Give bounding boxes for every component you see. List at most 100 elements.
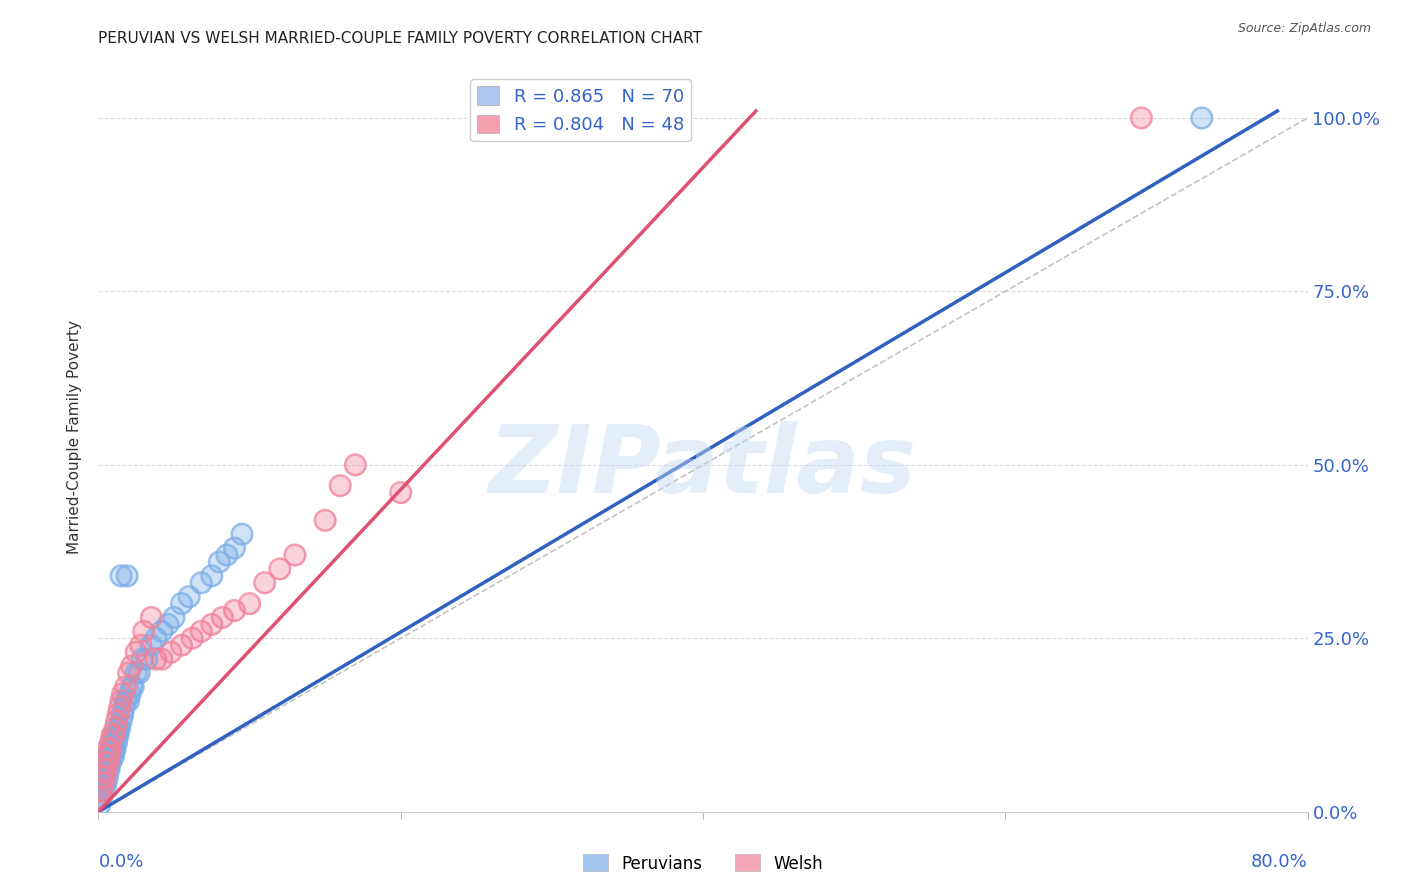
Point (96, 742, 118, 756)
Point (224, 541, 246, 555)
Point (269, 562, 291, 576)
Point (90, 770, 112, 784)
Point (96, 756, 118, 771)
Point (111, 687, 134, 701)
Point (105, 728, 128, 742)
Point (104, 722, 127, 736)
Point (107, 707, 129, 722)
Point (121, 680, 143, 694)
Point (122, 680, 145, 694)
Point (150, 652, 173, 666)
Point (103, 749, 125, 764)
Point (141, 638, 163, 652)
Point (93, 756, 115, 771)
Point (201, 569, 224, 583)
Point (121, 659, 143, 673)
Point (100, 742, 122, 756)
Point (344, 458, 367, 472)
Point (170, 638, 193, 652)
Legend: Peruvians, Welsh: Peruvians, Welsh (576, 847, 830, 880)
Point (90, 777, 112, 791)
Point (91, 763, 114, 777)
Point (107, 728, 129, 742)
Point (94, 749, 117, 764)
Point (89, 797, 111, 812)
Point (101, 749, 124, 764)
Point (94, 749, 117, 764)
Point (1191, 111, 1213, 125)
Point (118, 665, 141, 680)
Point (103, 749, 125, 764)
Point (94, 777, 117, 791)
Point (160, 645, 183, 659)
Point (131, 652, 153, 666)
Point (253, 575, 276, 590)
Point (170, 597, 193, 611)
Point (108, 700, 131, 714)
Point (150, 624, 173, 639)
Point (231, 527, 253, 541)
Point (91, 777, 114, 791)
Point (181, 632, 204, 646)
Point (105, 728, 128, 742)
Point (141, 610, 163, 624)
Legend: R = 0.865   N = 70, R = 0.804   N = 48: R = 0.865 N = 70, R = 0.804 N = 48 (470, 79, 690, 141)
Point (93, 763, 115, 777)
Point (108, 722, 131, 736)
Point (94, 770, 117, 784)
Point (104, 742, 127, 756)
Point (96, 749, 118, 764)
Point (135, 652, 157, 666)
Point (111, 707, 134, 722)
Point (100, 749, 122, 764)
Point (128, 665, 150, 680)
Point (89, 790, 111, 805)
Point (181, 632, 204, 646)
Point (93, 770, 115, 784)
Point (108, 700, 131, 714)
Point (344, 458, 367, 472)
Point (96, 756, 118, 771)
Point (101, 728, 124, 742)
Point (163, 610, 186, 624)
Point (224, 541, 246, 555)
Point (107, 728, 129, 742)
Point (90, 784, 112, 798)
Point (156, 617, 179, 632)
Point (89, 797, 111, 812)
Point (98, 749, 121, 764)
Point (201, 569, 224, 583)
Point (239, 597, 262, 611)
Point (107, 722, 129, 736)
Point (94, 777, 117, 791)
Point (96, 756, 118, 771)
Point (103, 742, 125, 756)
Point (98, 756, 121, 771)
Point (269, 562, 291, 576)
Point (103, 735, 125, 749)
Point (145, 652, 167, 666)
Point (103, 728, 125, 742)
Point (105, 735, 128, 749)
Point (104, 735, 127, 749)
Point (115, 569, 138, 583)
Point (329, 478, 352, 492)
Point (284, 548, 307, 562)
Point (128, 665, 150, 680)
Point (114, 680, 136, 694)
Point (89, 777, 111, 791)
Text: PERUVIAN VS WELSH MARRIED-COUPLE FAMILY POVERTY CORRELATION CHART: PERUVIAN VS WELSH MARRIED-COUPLE FAMILY … (98, 31, 703, 46)
Point (170, 638, 193, 652)
Point (190, 624, 212, 639)
Point (122, 680, 145, 694)
Point (100, 749, 122, 764)
Point (108, 722, 131, 736)
Point (103, 735, 125, 749)
Y-axis label: Married-Couple Family Poverty: Married-Couple Family Poverty (67, 320, 83, 554)
Point (100, 735, 122, 749)
Point (253, 575, 276, 590)
Point (98, 749, 121, 764)
Point (389, 485, 412, 500)
Point (231, 527, 253, 541)
Point (93, 770, 115, 784)
